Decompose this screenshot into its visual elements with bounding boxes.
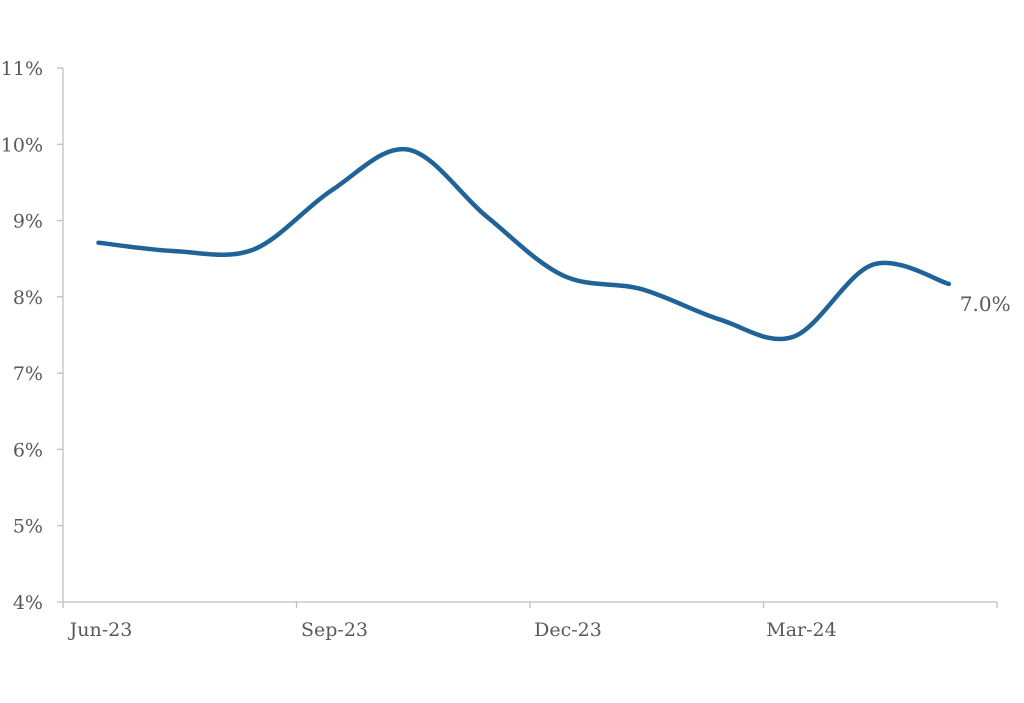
- y-tick-label: 5%: [13, 516, 43, 538]
- end-value-label: 7.0%: [960, 292, 1011, 316]
- series-line: [96, 146, 952, 342]
- y-tick-label: 10%: [1, 134, 43, 156]
- x-tick-label: Mar-24: [766, 619, 836, 641]
- x-tick-label: Sep-23: [301, 619, 368, 641]
- y-tick-label: 9%: [13, 211, 43, 233]
- y-tick-label: 6%: [13, 439, 43, 461]
- x-tick-label: Dec-23: [534, 619, 602, 641]
- y-tick-label: 4%: [13, 592, 43, 614]
- y-tick-label: 7%: [13, 363, 43, 385]
- y-tick-label: 8%: [13, 287, 43, 309]
- x-axis: Jun-23 Sep-23 Dec-23 Mar-24: [62, 601, 998, 641]
- y-axis: 4% 5% 6% 7% 8% 9% 10% 11%: [1, 58, 64, 614]
- y-tick-label: 11%: [1, 58, 43, 80]
- series-layer: [96, 146, 952, 342]
- x-tick-label: Jun-23: [68, 619, 133, 641]
